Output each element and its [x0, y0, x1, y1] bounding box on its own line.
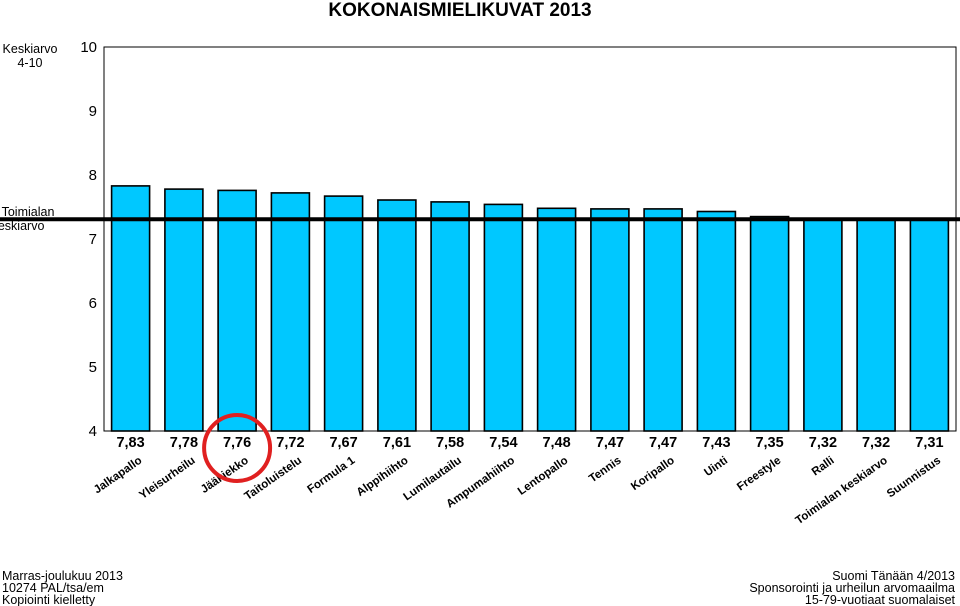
- y-tick-label: 4: [89, 423, 97, 440]
- data-label: 7,83: [116, 435, 144, 451]
- bar-suunnistus: [909, 218, 950, 432]
- category-label: Suunnistus: [885, 455, 943, 501]
- bar-ralli: [803, 217, 843, 432]
- data-label: 7,72: [276, 435, 304, 451]
- y-axis-label-line-1: Keskiarvo: [3, 42, 58, 56]
- bar-ampumahiihto: [483, 203, 524, 432]
- footer-right-line-1: Suomi Tänään 4/2013: [832, 569, 955, 583]
- category-label: Freestyle: [735, 455, 783, 494]
- category-label: Formula 1: [305, 454, 357, 496]
- bar-yleisurheilu: [164, 188, 204, 432]
- data-label: 7,43: [702, 435, 730, 451]
- category-label: Uinti: [702, 455, 730, 479]
- category-label: Tennis: [587, 455, 624, 486]
- footer-left-line-1: Marras-joulukuu 2013: [2, 569, 123, 583]
- y-axis-label-line-2: 4-10: [17, 56, 42, 70]
- bar-toimialan-keskiarvo: [856, 217, 896, 432]
- category-label: Toimialan keskiarvo: [794, 455, 890, 527]
- bar-alppihiihto: [377, 199, 417, 432]
- data-label: 7,78: [170, 435, 198, 451]
- bar-lumilautailu: [430, 201, 470, 432]
- data-label: 7,47: [649, 435, 677, 451]
- data-label: 7,67: [329, 435, 357, 451]
- chart-title: KOKONAISMIELIKUVAT 2013: [328, 0, 591, 21]
- category-label: Koripallo: [629, 455, 677, 493]
- y-tick-label: 10: [80, 39, 97, 56]
- bar-uinti: [696, 210, 737, 432]
- y-tick-label: 8: [89, 167, 97, 184]
- y-tick-label: 7: [89, 231, 97, 248]
- bar-tennis: [590, 208, 630, 432]
- data-label: 7,32: [862, 435, 890, 451]
- category-label: Yleisurheilu: [137, 455, 197, 502]
- y-tick-label: 5: [89, 359, 97, 376]
- reference-line-label-line-1: Toimialan: [2, 205, 55, 219]
- plot-area: [103, 46, 957, 432]
- data-label: 7,61: [383, 435, 411, 451]
- bar-freestyle: [749, 215, 790, 432]
- data-label: 7,32: [809, 435, 837, 451]
- category-label: Lentopallo: [516, 455, 571, 498]
- footer-left-line-3: Kopiointi kielletty: [2, 593, 96, 606]
- reference-line-label-line-2: keskiarvo: [0, 219, 44, 233]
- y-tick-label: 6: [89, 295, 97, 312]
- category-label: Ralli: [810, 455, 837, 479]
- category-label: Jalkapallo: [92, 455, 144, 497]
- bar-taitoluistelu: [270, 192, 311, 432]
- footer-right-line-2: Sponsorointi ja urheilun arvomaailma: [749, 581, 955, 595]
- bar-formula-1: [323, 195, 364, 432]
- data-label: 7,31: [915, 435, 943, 451]
- data-label: 7,58: [436, 435, 464, 451]
- data-label: 7,76: [223, 435, 251, 451]
- highlight-circle: [202, 413, 273, 483]
- data-label: 7,35: [755, 435, 783, 451]
- footer-right-line-3: 15-79-vuotiaat suomalaiset: [805, 593, 956, 606]
- y-tick-label: 9: [89, 103, 97, 120]
- data-label: 7,54: [489, 435, 517, 451]
- bar-koripallo: [643, 208, 683, 432]
- data-label: 7,47: [596, 435, 624, 451]
- bar-jalkapallo: [110, 185, 151, 432]
- bar-jääkiekko: [217, 189, 257, 432]
- footer-left-line-2: 10274 PAL/tsa/em: [2, 581, 104, 595]
- data-label: 7,48: [542, 435, 570, 451]
- bar-lentopallo: [536, 207, 577, 432]
